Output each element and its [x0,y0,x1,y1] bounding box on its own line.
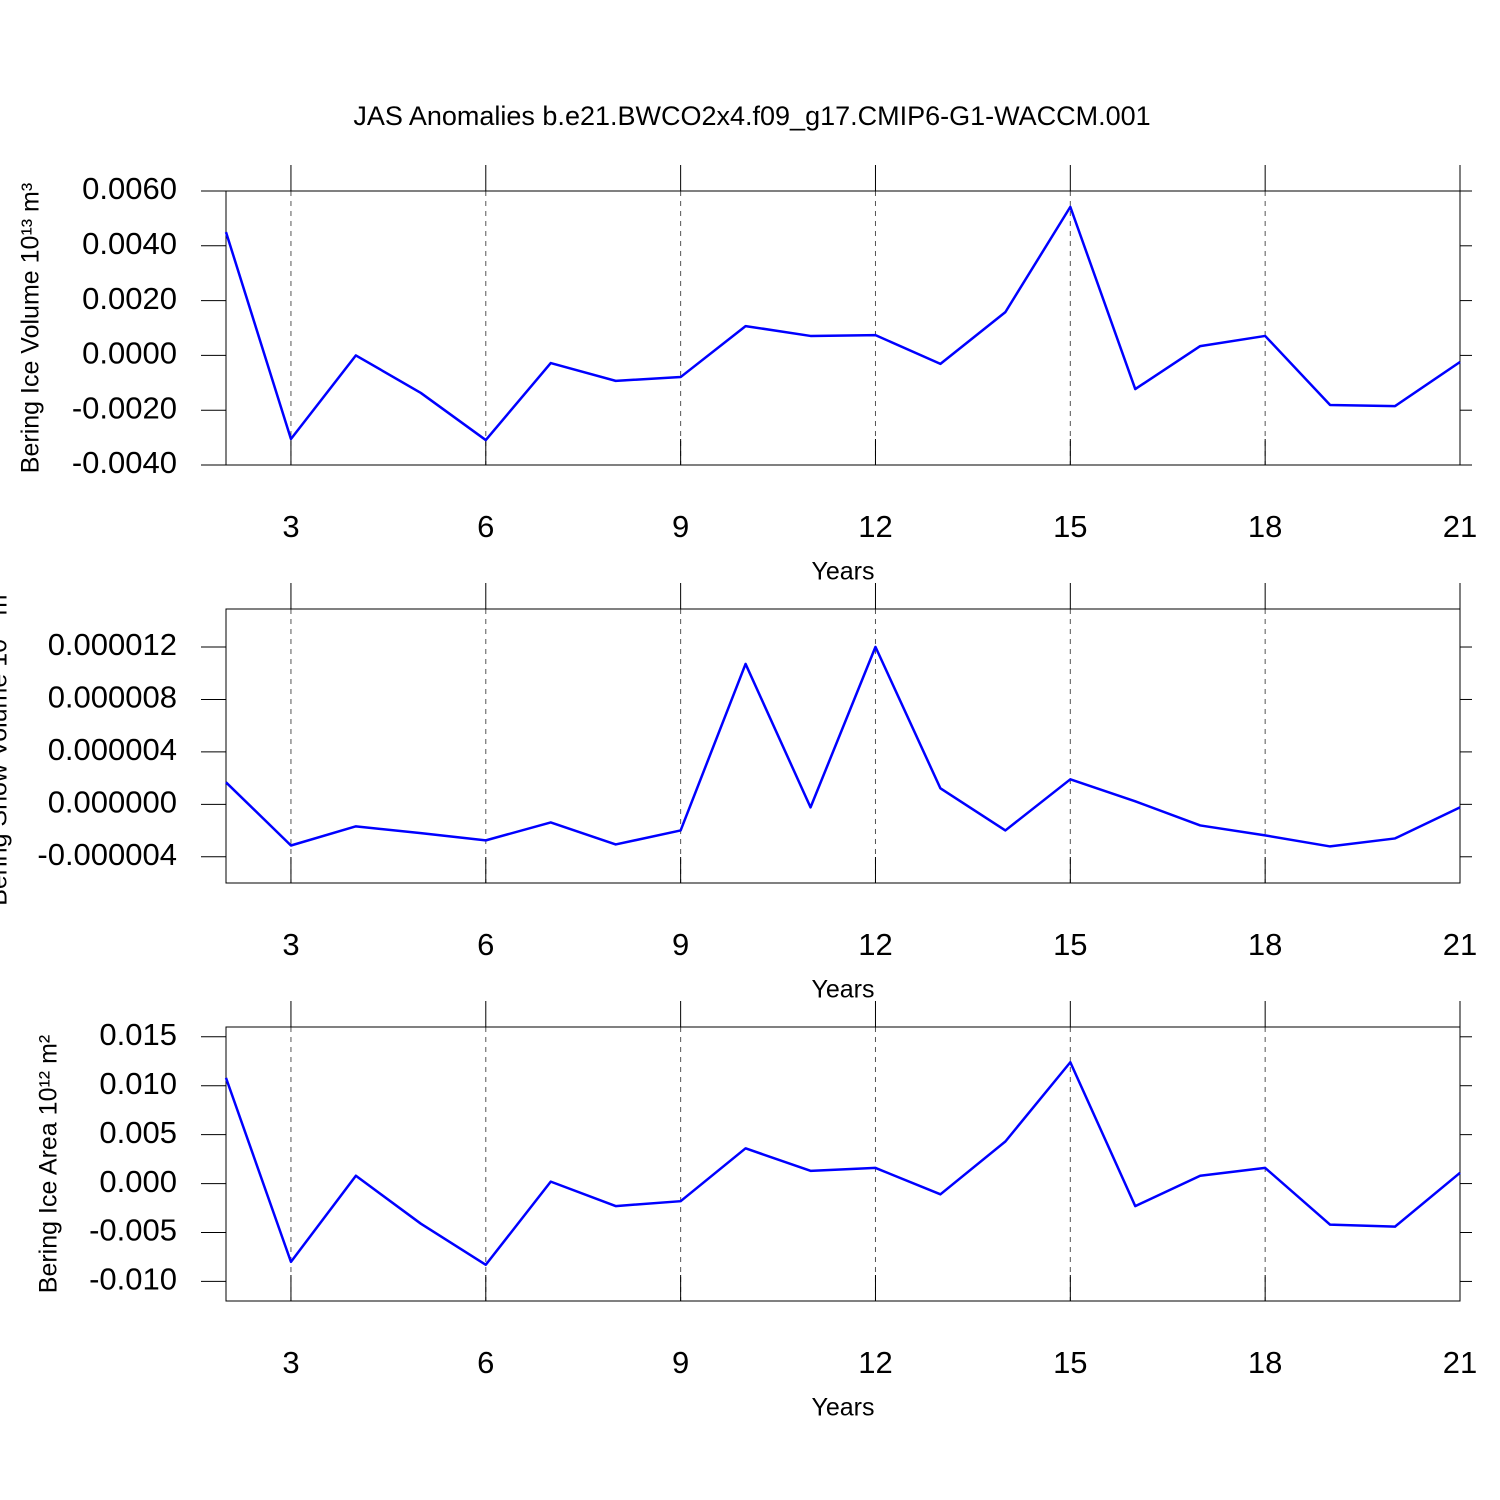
x-tick-label: 9 [672,509,689,544]
x-tick-label: 18 [1248,509,1282,544]
x-tick-label: 9 [672,1345,689,1380]
y-tick-label: -0.0020 [72,390,177,425]
y-tick-label: 0.010 [99,1066,177,1101]
x-tick-label: 3 [282,1345,299,1380]
y-tick-label: 0.0040 [82,226,177,261]
y-tick-label: 0.000008 [48,680,177,715]
x-tick-label: 6 [477,1345,494,1380]
panel: 3 6 9 12 15 18 21 -0.0040 -0.0020 0.0000 0.0020 0.0… [17,165,1477,586]
x-axis-title: Years [811,1394,874,1422]
x-axis-title: Years [811,558,874,586]
x-tick-label: 21 [1443,1345,1477,1380]
x-tick-label: 15 [1053,927,1087,962]
y-tick-label: 0.0000 [82,336,177,371]
x-tick-label: 3 [282,927,299,962]
y-tick-label: -0.0040 [72,445,177,480]
y-tick-label: 0.000 [99,1164,177,1199]
panel: 3 6 9 12 15 18 21 -0.010 -0.005 0.000 0.005 0.010 0.… [35,1001,1477,1422]
x-tick-label: 3 [282,509,299,544]
y-tick-label: 0.000000 [48,785,177,820]
x-tick-label: 12 [858,1345,892,1380]
x-tick-label: 15 [1053,509,1087,544]
plot-frame [225,190,1461,466]
x-tick-label: 12 [858,509,892,544]
y-tick-label: 0.0060 [82,171,177,206]
y-tick-label: 0.000012 [48,627,177,662]
y-axis-title: Bering Snow Volume 10¹³ m³ [0,586,13,906]
y-tick-label: -0.010 [89,1262,177,1297]
y-tick-label: 0.005 [99,1115,177,1150]
x-tick-label: 9 [672,927,689,962]
x-tick-label: 21 [1443,509,1477,544]
x-tick-label: 15 [1053,1345,1087,1380]
x-tick-label: 6 [477,927,494,962]
y-tick-label: -0.000004 [37,837,177,872]
figure-title: JAS Anomalies b.e21.BWCO2x4.f09_g17.CMIP… [353,101,1150,131]
x-tick-label: 18 [1248,1345,1282,1380]
data-line [224,205,1461,442]
y-axis-title: Bering Ice Area 10¹² m² [35,1035,63,1293]
plot-frame [225,608,1461,884]
plot-frame [225,1026,1461,1302]
x-axis-title: Years [811,976,874,1004]
data-line [225,645,1461,848]
x-tick-label: 18 [1248,927,1282,962]
panel: 3 6 9 12 15 18 21 -0.000004 0.000000 0.000004 0.00… [0,583,1477,1004]
y-tick-label: 0.0020 [82,281,177,316]
y-tick-label: -0.005 [89,1213,177,1248]
y-tick-label: 0.015 [99,1017,177,1052]
data-line [224,1060,1461,1267]
x-tick-label: 6 [477,509,494,544]
y-axis-title: Bering Ice Volume 10¹³ m³ [17,183,45,473]
x-tick-label: 12 [858,927,892,962]
y-tick-label: 0.000004 [48,732,177,767]
x-tick-label: 21 [1443,927,1477,962]
